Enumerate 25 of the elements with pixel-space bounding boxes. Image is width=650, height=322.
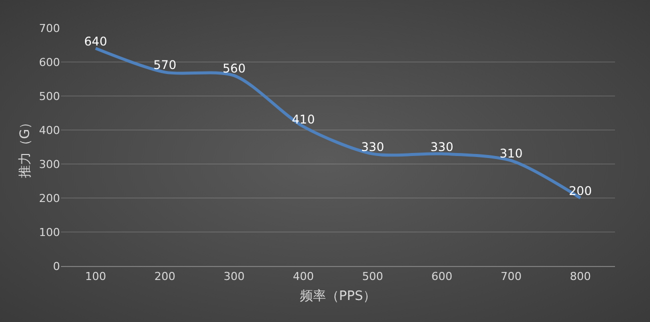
y-tick-label: 400 bbox=[39, 124, 60, 137]
x-tick-label: 200 bbox=[154, 270, 176, 284]
x-tick-label: 400 bbox=[292, 270, 314, 284]
x-tick-label: 300 bbox=[224, 270, 245, 284]
y-tick-label: 300 bbox=[39, 158, 60, 171]
data-label: 640 bbox=[84, 34, 108, 48]
x-tick-label: 700 bbox=[500, 270, 522, 284]
x-tick-label: 800 bbox=[570, 270, 591, 284]
y-tick-label: 0 bbox=[53, 260, 60, 273]
data-label: 570 bbox=[153, 58, 176, 72]
x-tick-label: 500 bbox=[362, 270, 384, 284]
x-axis-title: 频率（PPS） bbox=[300, 288, 376, 304]
data-label: 560 bbox=[222, 62, 246, 76]
data-label: 330 bbox=[361, 140, 384, 154]
y-axis-title: 推力（G） bbox=[18, 116, 33, 178]
y-tick-label: 600 bbox=[39, 56, 60, 69]
data-label: 310 bbox=[500, 146, 523, 161]
data-label: 200 bbox=[568, 184, 592, 198]
data-label: 330 bbox=[430, 140, 454, 154]
y-tick-label: 500 bbox=[39, 90, 60, 103]
y-tick-label: 100 bbox=[39, 226, 60, 239]
x-tick-label: 600 bbox=[431, 270, 452, 284]
y-tick-label: 700 bbox=[39, 22, 60, 35]
x-tick-label: 100 bbox=[85, 270, 106, 284]
y-tick-label: 200 bbox=[39, 192, 60, 205]
